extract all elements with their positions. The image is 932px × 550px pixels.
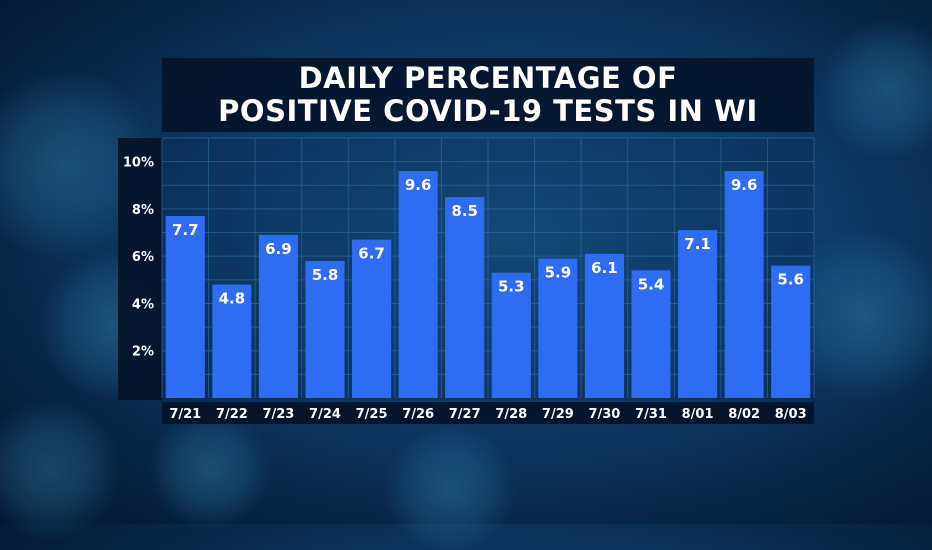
bar-data-label: 4.8 — [219, 290, 246, 308]
y-tick-label: 2% — [132, 345, 154, 360]
x-tick-label: 8/02 — [728, 407, 760, 422]
virus-background-decoration — [40, 250, 190, 400]
bar — [631, 270, 671, 398]
chart-title-box: DAILY PERCENTAGE OF POSITIVE COVID-19 TE… — [162, 58, 814, 132]
bar — [491, 272, 531, 398]
y-tick-label: 6% — [132, 250, 154, 265]
x-tick-label: 8/01 — [682, 407, 714, 422]
x-axis-panel — [162, 402, 814, 424]
x-tick-label: 7/25 — [356, 407, 388, 422]
bar-data-label: 8.5 — [451, 202, 478, 220]
bar-data-label: 9.6 — [405, 176, 432, 194]
y-tick-label: 4% — [132, 297, 154, 312]
virus-background-decoration — [0, 400, 120, 540]
bar — [678, 230, 718, 398]
bar — [165, 216, 205, 398]
x-tick-label: 7/27 — [449, 407, 481, 422]
x-tick-label: 7/22 — [216, 407, 248, 422]
bar — [258, 234, 298, 398]
bar-data-label: 6.9 — [265, 240, 292, 258]
x-tick-label: 7/29 — [542, 407, 574, 422]
bar-data-label: 5.6 — [777, 271, 804, 289]
chart-title-line-1: DAILY PERCENTAGE OF — [298, 61, 678, 95]
virus-background-decoration — [150, 410, 270, 530]
bar — [212, 284, 252, 398]
bar — [538, 258, 578, 398]
bar-data-label: 5.9 — [545, 264, 572, 282]
bar-chart: 2% 4% 6% 8% 10% 7.7 7/21 4.8 7/22 6.9 7/23 5.8 7/24 6… — [123, 137, 815, 422]
y-tick-label: 8% — [132, 203, 154, 218]
bar — [584, 253, 624, 398]
bar — [771, 265, 811, 398]
y-tick-label: 10% — [123, 156, 154, 171]
x-tick-label: 7/28 — [495, 407, 527, 422]
x-tick-label: 8/03 — [775, 407, 807, 422]
x-tick-label: 7/26 — [402, 407, 434, 422]
bar-data-label: 5.8 — [312, 266, 339, 284]
bar — [445, 197, 485, 398]
bar-data-label: 5.3 — [498, 278, 525, 296]
y-axis-panel — [118, 138, 162, 400]
bar-data-label: 7.7 — [172, 221, 199, 239]
x-tick-label: 7/23 — [262, 407, 294, 422]
x-tick-label: 7/24 — [309, 407, 341, 422]
virus-background-decoration — [820, 20, 932, 160]
x-tick-label: 7/21 — [169, 407, 201, 422]
x-tick-label: 7/31 — [635, 407, 667, 422]
bar-data-label: 5.4 — [638, 275, 665, 293]
bar-data-label: 7.1 — [684, 235, 711, 253]
bar — [398, 171, 438, 398]
bar-data-label: 6.1 — [591, 259, 618, 277]
bar — [724, 171, 764, 398]
bar — [305, 260, 345, 398]
bar-data-label: 9.6 — [731, 176, 758, 194]
bar — [352, 239, 392, 398]
x-tick-label: 7/30 — [588, 407, 620, 422]
bar-data-label: 6.7 — [358, 245, 385, 263]
chart-title-line-2: POSITIVE COVID-19 TESTS IN WI — [218, 94, 758, 128]
